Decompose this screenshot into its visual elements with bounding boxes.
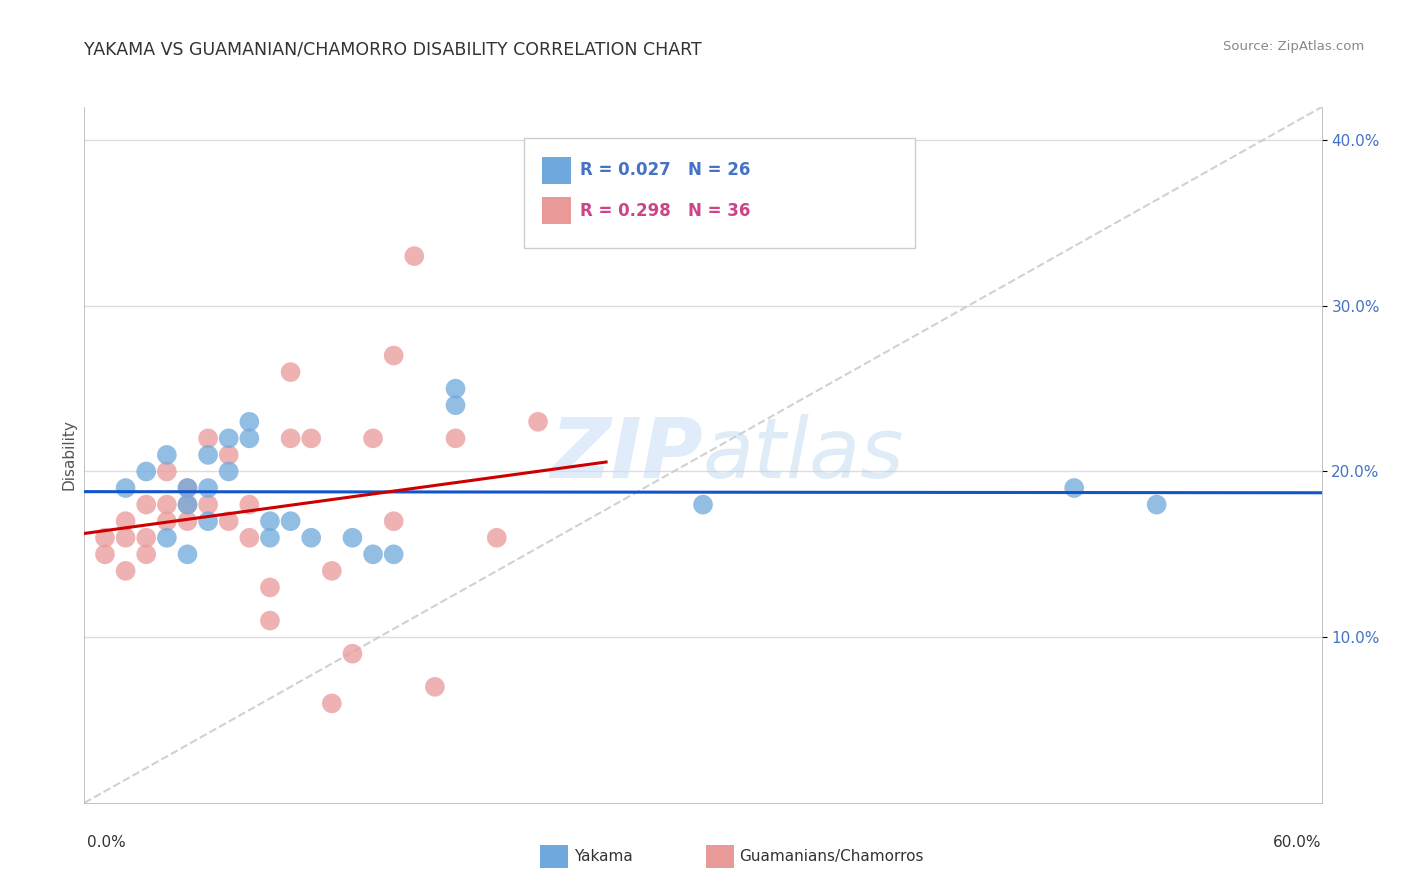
Point — [321, 564, 343, 578]
Point — [114, 481, 136, 495]
Point — [176, 481, 198, 495]
Point — [197, 481, 219, 495]
Text: Guamanians/Chamorros: Guamanians/Chamorros — [740, 849, 924, 863]
Point — [176, 547, 198, 561]
Point — [218, 514, 240, 528]
Text: 60.0%: 60.0% — [1274, 836, 1322, 850]
Point — [444, 431, 467, 445]
Point — [259, 531, 281, 545]
Point — [135, 465, 157, 479]
Text: YAKAMA VS GUAMANIAN/CHAMORRO DISABILITY CORRELATION CHART: YAKAMA VS GUAMANIAN/CHAMORRO DISABILITY … — [84, 40, 702, 58]
Point — [135, 531, 157, 545]
Text: R = 0.027   N = 26: R = 0.027 N = 26 — [581, 161, 751, 179]
Point — [321, 697, 343, 711]
Point — [197, 448, 219, 462]
Point — [259, 581, 281, 595]
Point — [361, 547, 384, 561]
Point — [444, 382, 467, 396]
Point — [135, 498, 157, 512]
Point — [1063, 481, 1085, 495]
Point — [218, 465, 240, 479]
Point — [238, 431, 260, 445]
Point — [485, 531, 508, 545]
Point — [361, 431, 384, 445]
Point — [382, 349, 405, 363]
Point — [94, 531, 117, 545]
Point — [280, 365, 302, 379]
Text: Yakama: Yakama — [574, 849, 633, 863]
Point — [382, 547, 405, 561]
Point — [94, 547, 117, 561]
Point — [197, 514, 219, 528]
Text: R = 0.298   N = 36: R = 0.298 N = 36 — [581, 202, 751, 219]
Point — [176, 481, 198, 495]
Point — [692, 498, 714, 512]
Point — [156, 498, 179, 512]
Point — [444, 398, 467, 412]
Text: atlas: atlas — [703, 415, 904, 495]
Text: ZIP: ZIP — [550, 415, 703, 495]
Point — [238, 531, 260, 545]
Point — [156, 448, 179, 462]
Y-axis label: Disability: Disability — [60, 419, 76, 491]
Point — [114, 514, 136, 528]
Point — [197, 431, 219, 445]
Point — [342, 647, 364, 661]
Point — [156, 531, 179, 545]
Point — [176, 514, 198, 528]
Point — [156, 514, 179, 528]
Point — [135, 547, 157, 561]
Point — [259, 514, 281, 528]
Point — [404, 249, 426, 263]
Text: Source: ZipAtlas.com: Source: ZipAtlas.com — [1223, 40, 1364, 54]
Point — [423, 680, 446, 694]
Point — [280, 431, 302, 445]
Point — [259, 614, 281, 628]
Point — [342, 531, 364, 545]
Point — [218, 448, 240, 462]
Point — [1146, 498, 1168, 512]
Point — [176, 498, 198, 512]
Point — [176, 498, 198, 512]
Text: 0.0%: 0.0% — [87, 836, 127, 850]
Point — [382, 514, 405, 528]
Point — [156, 465, 179, 479]
Point — [238, 415, 260, 429]
Point — [527, 415, 550, 429]
Point — [280, 514, 302, 528]
Point — [299, 531, 322, 545]
Point — [197, 498, 219, 512]
Point — [218, 431, 240, 445]
Point — [114, 531, 136, 545]
Point — [238, 498, 260, 512]
Point — [299, 431, 322, 445]
Point — [114, 564, 136, 578]
